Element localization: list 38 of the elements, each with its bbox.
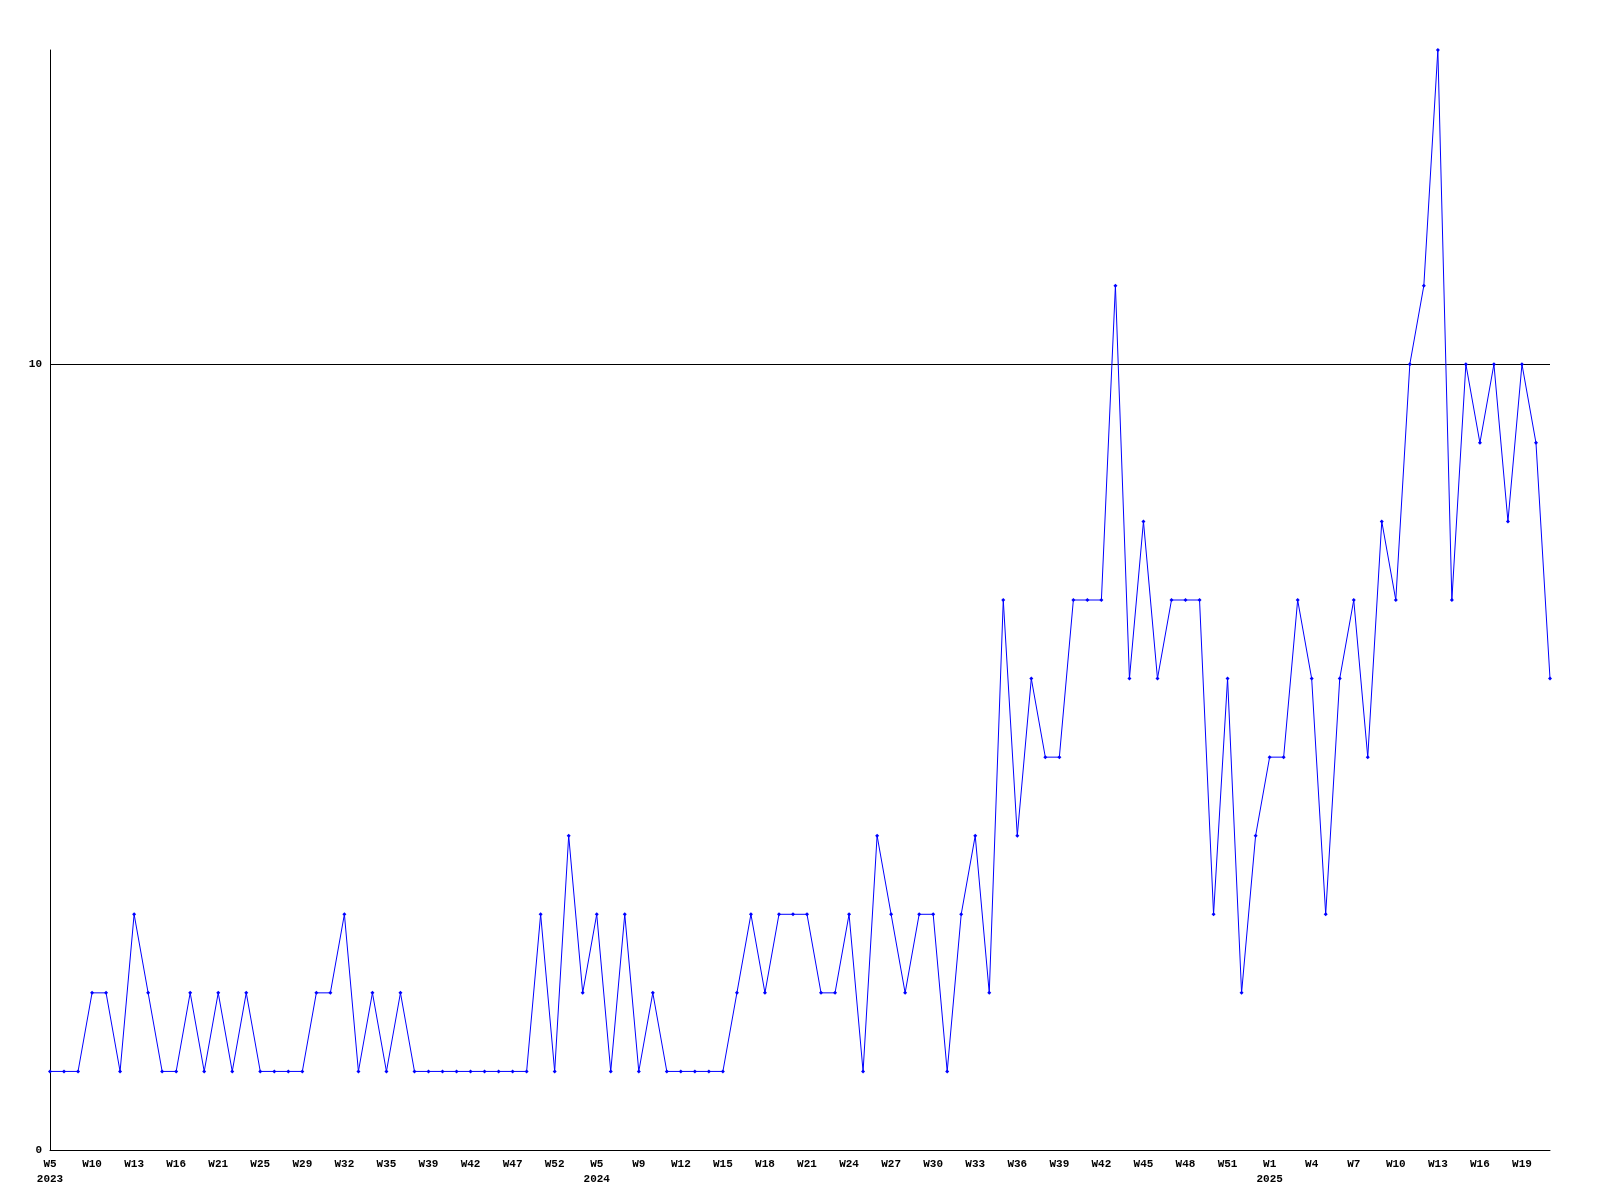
x-tick-label: W13 — [1427, 1157, 1449, 1170]
x-tick-label: W30 — [923, 1157, 944, 1170]
x-tick-label: W36 — [1007, 1157, 1028, 1170]
x-tick-label: W19 — [1512, 1157, 1532, 1170]
x-tick-label: W33 — [965, 1157, 986, 1170]
x-tick-label: W7 — [1347, 1157, 1361, 1170]
x-tick-label: W18 — [755, 1157, 776, 1170]
x-tick-label: W32 — [334, 1157, 355, 1170]
x-tick-label: W21 — [797, 1157, 818, 1170]
x-tick-label: W51 — [1217, 1157, 1238, 1170]
x-tick-label: W12 — [670, 1157, 691, 1170]
x-tick-label: W15 — [712, 1157, 734, 1170]
x-tick-label: W45 — [1133, 1157, 1154, 1170]
y-tick-label: 0 — [35, 1144, 42, 1156]
x-tick-label: W35 — [376, 1157, 397, 1170]
x-tick-label: W13 — [124, 1157, 145, 1170]
x-tick-label: W10 — [82, 1157, 102, 1170]
x-tick-label: W10 — [1385, 1157, 1406, 1170]
x-tick-label: W21 — [208, 1157, 229, 1170]
x-tick-label: W5 2023 — [36, 1157, 64, 1185]
x-tick-label: W29 — [292, 1157, 313, 1170]
x-tick-label: W42 — [460, 1157, 481, 1170]
x-tick-label: W9 — [632, 1157, 646, 1170]
x-tick-label: W42 — [1091, 1157, 1112, 1170]
x-tick-label: W1 2025 — [1256, 1157, 1284, 1185]
x-tick-label: W52 — [544, 1157, 565, 1170]
x-tick-label: W47 — [502, 1157, 523, 1170]
x-tick-label: W16 — [1470, 1157, 1490, 1170]
x-tick-label: W24 — [839, 1157, 860, 1170]
x-tick-label: W48 — [1175, 1157, 1196, 1170]
x-tick-label: W16 — [166, 1157, 187, 1170]
x-tick-label: W4 — [1305, 1157, 1319, 1170]
y-tick-label: 10 — [28, 358, 42, 371]
x-tick-label: W27 — [881, 1157, 902, 1170]
x-tick-label: W39 — [418, 1157, 439, 1170]
x-tick-label: W39 — [1049, 1157, 1070, 1170]
x-tick-label: W5 2024 — [583, 1157, 611, 1185]
x-tick-label: W25 — [250, 1157, 271, 1170]
